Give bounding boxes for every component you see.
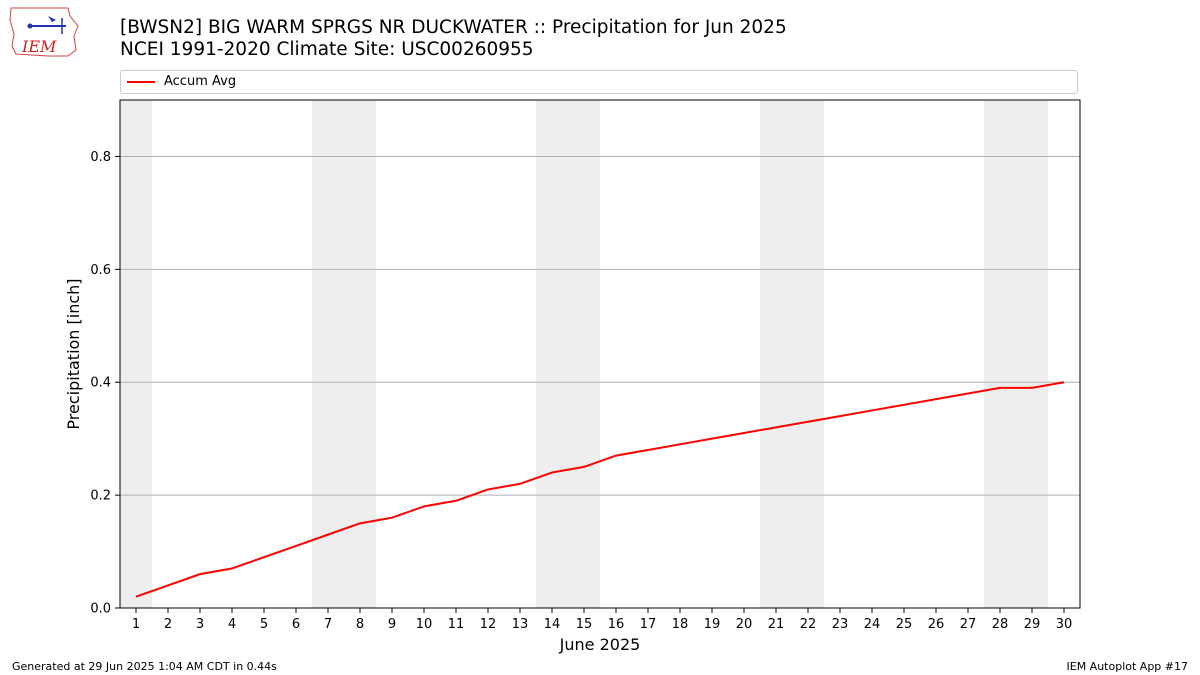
iem-logo: IEM <box>9 7 79 57</box>
x-tick-label-21: 21 <box>768 617 785 632</box>
svg-text:IEM: IEM <box>21 37 57 56</box>
x-tick-label-6: 6 <box>292 617 300 632</box>
plot-frame <box>119 99 1081 609</box>
footer-generated: Generated at 29 Jun 2025 1:04 AM CDT in … <box>12 660 277 673</box>
weekend-shade-day-14 <box>536 100 568 608</box>
x-tick-label-3: 3 <box>196 617 204 632</box>
x-tick-label-7: 7 <box>324 617 332 632</box>
x-tick-label-12: 12 <box>480 617 497 632</box>
x-tick-label-16: 16 <box>608 617 625 632</box>
x-tick-label-22: 22 <box>800 617 817 632</box>
x-tick-label-2: 2 <box>164 617 172 632</box>
weekend-shade-day-28 <box>984 100 1016 608</box>
weekend-shade-day-1 <box>120 100 152 608</box>
title-line-1: [BWSN2] BIG WARM SPRGS NR DUCKWATER :: P… <box>120 17 787 38</box>
y-tick-label-0: 0.0 <box>90 602 111 617</box>
x-tick-label-9: 9 <box>388 617 396 632</box>
y-tick-label-1: 0.2 <box>90 489 111 504</box>
x-tick-label-23: 23 <box>832 617 849 632</box>
x-tick-label-18: 18 <box>672 617 689 632</box>
legend: Accum Avg <box>120 70 1078 94</box>
x-tick-label-26: 26 <box>928 617 945 632</box>
x-tick-label-14: 14 <box>544 617 561 632</box>
footer-app-id: IEM Autoplot App #17 <box>1066 660 1189 673</box>
x-tick-label-1: 1 <box>132 617 140 632</box>
x-tick-label-13: 13 <box>512 617 529 632</box>
x-tick-label-4: 4 <box>228 617 236 632</box>
x-tick-label-11: 11 <box>448 617 465 632</box>
y-tick-label-3: 0.6 <box>90 263 111 278</box>
x-tick-label-25: 25 <box>896 617 913 632</box>
legend-swatch-accum-avg <box>127 81 155 83</box>
y-axis-label: Precipitation [inch] <box>64 278 83 429</box>
x-axis-label: June 2025 <box>559 635 641 654</box>
weekend-shade-day-22 <box>792 100 824 608</box>
x-tick-label-29: 29 <box>1024 617 1041 632</box>
y-tick-label-4: 0.8 <box>90 150 111 165</box>
x-tick-label-17: 17 <box>640 617 657 632</box>
x-tick-label-5: 5 <box>260 617 268 632</box>
x-tick-label-28: 28 <box>992 617 1009 632</box>
x-tick-label-27: 27 <box>960 617 977 632</box>
weekend-shade-day-21 <box>760 100 792 608</box>
series-line-accum-avg <box>135 381 1065 598</box>
x-tick-label-8: 8 <box>356 617 364 632</box>
weekend-shade-day-8 <box>344 100 376 608</box>
x-tick-label-30: 30 <box>1056 617 1073 632</box>
x-tick-label-19: 19 <box>704 617 721 632</box>
weekend-shade-day-7 <box>312 100 344 608</box>
chart-title: [BWSN2] BIG WARM SPRGS NR DUCKWATER :: P… <box>120 17 787 61</box>
x-tick-label-24: 24 <box>864 617 881 632</box>
weekend-shade-day-15 <box>568 100 600 608</box>
x-tick-label-10: 10 <box>416 617 433 632</box>
title-line-2: NCEI 1991-2020 Climate Site: USC00260955 <box>120 39 534 60</box>
y-tick-label-2: 0.4 <box>90 376 111 391</box>
weekend-shade-day-29 <box>1016 100 1048 608</box>
x-tick-label-20: 20 <box>736 617 753 632</box>
x-tick-label-15: 15 <box>576 617 593 632</box>
legend-label-accum-avg: Accum Avg <box>164 74 237 89</box>
